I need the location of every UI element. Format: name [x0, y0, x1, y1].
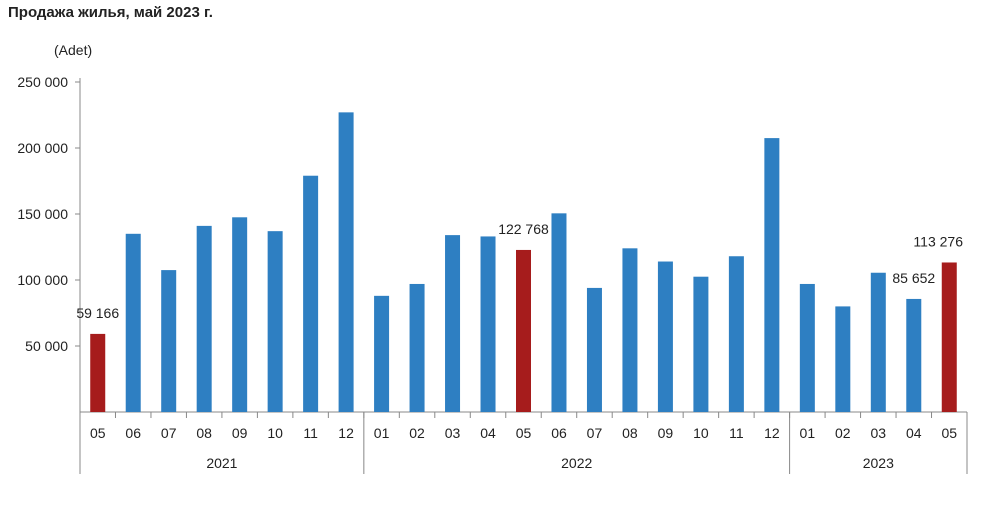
- x-tick-label: 11: [303, 425, 318, 441]
- x-tick-label: 08: [196, 425, 212, 441]
- x-tick-label: 08: [622, 425, 638, 441]
- bar-highlight: [516, 249, 531, 412]
- year-label: 2021: [206, 455, 237, 471]
- x-tick-label: 09: [658, 425, 674, 441]
- bar: [303, 175, 319, 412]
- x-tick-label: 01: [374, 425, 390, 441]
- x-tick-label: 05: [90, 425, 106, 441]
- bar: [906, 298, 922, 412]
- x-tick-label: 05: [941, 425, 957, 441]
- bar: [267, 231, 283, 412]
- y-tick-label: 150 000: [17, 206, 68, 222]
- bar: [161, 270, 177, 412]
- y-axis-unit-label: (Adet): [54, 42, 93, 58]
- bar: [551, 213, 567, 412]
- bar: [728, 256, 744, 412]
- x-tick-label: 12: [338, 425, 354, 441]
- bar: [835, 306, 851, 412]
- x-tick-label: 09: [232, 425, 248, 441]
- x-tick-label: 04: [906, 425, 922, 441]
- y-tick-label: 200 000: [17, 140, 68, 156]
- y-tick-label: 50 000: [25, 338, 68, 354]
- x-tick-label: 02: [409, 425, 425, 441]
- bar: [196, 225, 212, 412]
- data-label: 113 276: [913, 233, 963, 249]
- x-tick-label: 02: [835, 425, 851, 441]
- x-tick-label: 06: [551, 425, 567, 441]
- x-tick-label: 03: [871, 425, 887, 441]
- bar: [409, 283, 425, 412]
- x-tick-label: 03: [445, 425, 461, 441]
- x-tick-label: 06: [125, 425, 141, 441]
- bars: [90, 112, 957, 413]
- x-tick-label: 01: [800, 425, 816, 441]
- chart-title: Продажа жилья, май 2023 г.: [8, 4, 213, 21]
- bar: [374, 295, 390, 412]
- bar: [232, 217, 248, 412]
- data-labels: 59 166 122 768 85 652 113 276: [76, 221, 963, 321]
- x-tick-label: 07: [161, 425, 177, 441]
- year-label: 2022: [561, 455, 592, 471]
- y-tick-label: 100 000: [17, 272, 68, 288]
- bar-highlight: [90, 333, 106, 412]
- x-tick-label: 10: [693, 425, 709, 441]
- x-tick-label: 04: [480, 425, 496, 441]
- y-tick-label: 250 000: [17, 74, 68, 90]
- axes: 50 000 100 000 150 000 200 000 250 000 05 06 07…: [17, 74, 968, 474]
- bar: [693, 276, 709, 412]
- bar: [870, 272, 886, 412]
- year-label: 2023: [863, 455, 894, 471]
- bar: [125, 233, 141, 412]
- bar: [622, 248, 638, 412]
- bar: [480, 236, 496, 412]
- x-tick-label: 12: [764, 425, 780, 441]
- data-label: 85 652: [892, 270, 935, 286]
- bar-highlight: [941, 262, 957, 412]
- x-tick-label: 11: [729, 425, 744, 441]
- x-tick-label: 10: [267, 425, 283, 441]
- data-label: 59 166: [76, 305, 119, 321]
- bar: [657, 261, 673, 412]
- bar: [799, 283, 815, 412]
- data-label: 122 768: [498, 221, 549, 237]
- bar: [338, 112, 354, 413]
- bar: [764, 138, 780, 412]
- x-tick-label: 05: [516, 425, 532, 441]
- bar: [445, 235, 461, 412]
- bar: [586, 287, 602, 412]
- x-tick-label: 07: [587, 425, 603, 441]
